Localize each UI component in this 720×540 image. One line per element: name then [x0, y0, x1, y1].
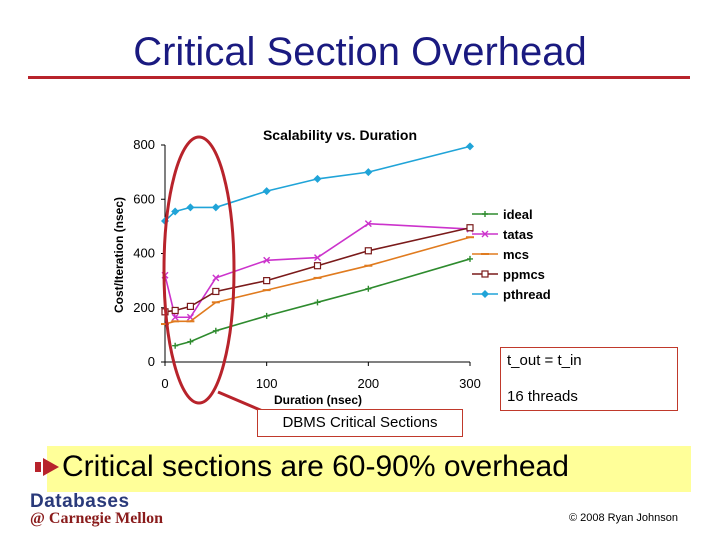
data-point [313, 174, 322, 183]
series-pthread [161, 142, 474, 225]
data-point [212, 327, 219, 334]
bullet-text: Critical sections are 60-90% overhead [62, 450, 569, 483]
data-point [212, 287, 220, 296]
callout-t-out: t_out = t_in [507, 352, 582, 369]
data-point [481, 230, 489, 238]
data-point [171, 207, 180, 216]
highlight-ellipse [162, 135, 236, 405]
series-tatas [161, 220, 474, 321]
legend-label: ppmcs [503, 267, 545, 282]
data-point [172, 342, 179, 349]
data-point [263, 312, 270, 319]
data-point [186, 302, 195, 310]
legend-entry-ppmcs: ppmcs [472, 267, 545, 282]
legend-label: tatas [503, 227, 533, 242]
logo-databases: Databases [30, 491, 130, 512]
series-mcs [161, 236, 474, 326]
data-point [186, 203, 195, 212]
copyright: © 2008 Ryan Johnson [568, 512, 678, 524]
dbms-critical-sections-label: DBMS Critical Sections [257, 409, 463, 437]
data-point [482, 211, 488, 217]
series-line-pthread [164, 145, 471, 222]
y-tick-label: 600 [133, 191, 155, 206]
bullet-highlight-band [47, 446, 691, 492]
series-line-mcs [164, 236, 471, 325]
data-point [364, 168, 373, 177]
legend-entry-ideal: ideal [472, 207, 533, 222]
data-point [262, 187, 271, 196]
y-tick-label: 800 [133, 137, 155, 152]
data-point [314, 299, 321, 306]
data-point [466, 224, 474, 232]
data-point [481, 270, 489, 278]
legend-entry-pthread: pthread [472, 287, 551, 302]
legend-label: pthread [503, 287, 551, 302]
data-point [481, 290, 489, 298]
arrow-bullet-icon [35, 458, 59, 476]
data-point [364, 247, 372, 255]
series-ppmcs [161, 224, 474, 316]
slide-title: Critical Section Overhead [133, 30, 587, 74]
y-tick-label: 0 [148, 354, 155, 369]
callout-threads: 16 threads [507, 388, 578, 405]
legend-entry-tatas: tatas [472, 227, 533, 242]
data-point [187, 338, 194, 345]
data-point [171, 306, 179, 315]
legend-entry-mcs: mcs [472, 247, 529, 262]
data-point [467, 255, 473, 262]
x-tick-label: 200 [357, 376, 379, 391]
series-line-tatas [164, 222, 471, 319]
y-axis-label: Cost/Iteration (nsec) [112, 197, 126, 313]
series-line-ppmcs [164, 226, 471, 313]
callout-box: t_out = t_in 16 threads [500, 347, 678, 411]
highlight-pointer-line [217, 390, 266, 414]
x-axis-label: Duration (nsec) [274, 393, 362, 407]
data-point [263, 277, 271, 285]
title-divider [28, 76, 690, 79]
series-ideal [172, 255, 473, 349]
logo-carnegie-mellon: @ Carnegie Mellon [30, 510, 164, 527]
data-point [211, 203, 220, 212]
data-point [365, 285, 372, 292]
data-point [313, 262, 322, 270]
legend-label: mcs [503, 247, 529, 262]
data-point [212, 274, 220, 282]
data-point [171, 313, 179, 321]
legend-label: ideal [503, 207, 533, 222]
y-tick-label: 400 [133, 246, 155, 261]
data-point [263, 256, 271, 264]
x-tick-label: 100 [256, 376, 278, 391]
y-tick-label: 200 [133, 300, 155, 315]
x-tick-label: 300 [459, 376, 481, 391]
chart-title: Scalability vs. Duration [263, 127, 417, 143]
x-tick-label: 0 [161, 376, 168, 391]
data-point [466, 142, 474, 151]
data-point [314, 254, 321, 262]
data-point [364, 220, 372, 228]
